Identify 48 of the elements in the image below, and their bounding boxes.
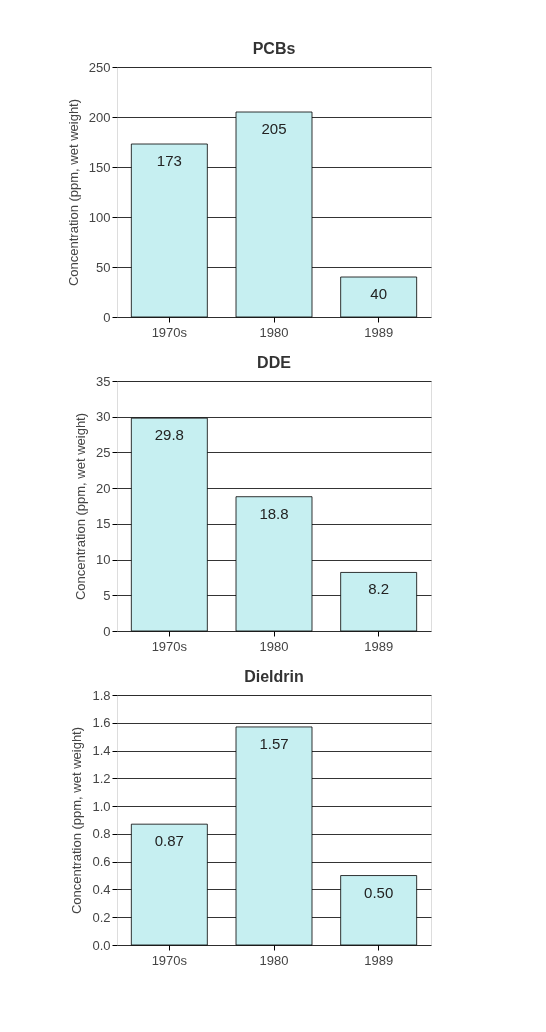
data-label: 29.8 — [154, 426, 184, 444]
x-tick-label: 1989 — [364, 638, 394, 654]
x-tick-label: 1980 — [259, 638, 289, 654]
data-label: 40 — [370, 285, 388, 302]
y-tick-label: 1.6 — [92, 715, 111, 731]
y-tick-label: 0.4 — [92, 881, 111, 897]
y-tick-label: 0.2 — [92, 909, 111, 925]
y-tick-label: 15 — [96, 516, 111, 532]
y-tick-label: 0 — [103, 623, 111, 639]
y-tick-label: 30 — [96, 409, 111, 425]
data-label: 1.57 — [259, 734, 289, 752]
y-tick-label: 1.4 — [92, 743, 111, 759]
chart-title: Dieldrin — [244, 668, 304, 685]
x-tick-label: 1980 — [259, 324, 289, 340]
y-tick-label: 0.8 — [92, 826, 111, 842]
y-axis-title: Concentration (ppm, wet weight) — [73, 412, 89, 601]
x-tick-label: 1970s — [151, 638, 188, 654]
y-tick-label: 20 — [96, 480, 111, 496]
y-tick-label: 1.0 — [92, 798, 111, 814]
y-tick-label: 5 — [103, 587, 111, 603]
y-tick-label: 150 — [88, 159, 111, 175]
y-tick-label: 0 — [103, 309, 111, 325]
y-tick-label: 250 — [88, 59, 111, 75]
data-label: 173 — [156, 152, 182, 169]
y-tick-label: 0.0 — [92, 937, 111, 953]
y-tick-label: 0.6 — [92, 854, 111, 870]
chart-title: PCBs — [252, 40, 296, 57]
y-tick-label: 200 — [88, 109, 111, 125]
data-label: 8.2 — [368, 580, 390, 598]
y-tick-label: 10 — [96, 552, 111, 568]
data-label: 0.87 — [154, 832, 184, 850]
y-tick-label: 35 — [96, 373, 111, 389]
y-axis-title: Concentration (ppm, wet weight) — [69, 726, 85, 915]
data-label: 205 — [261, 120, 287, 137]
x-tick-label: 1989 — [364, 952, 394, 968]
y-tick-label: 1.2 — [92, 770, 111, 786]
data-label: 0.50 — [364, 883, 394, 901]
chart-title: DDE — [257, 354, 292, 371]
y-tick-label: 1.8 — [92, 687, 111, 703]
x-tick-label: 1989 — [364, 324, 394, 340]
x-tick-label: 1980 — [259, 952, 289, 968]
x-tick-label: 1970s — [151, 952, 188, 968]
y-tick-label: 50 — [96, 259, 111, 275]
data-label: 18.8 — [259, 504, 289, 522]
x-tick-label: 1970s — [151, 324, 188, 340]
y-tick-label: 25 — [96, 444, 111, 460]
y-axis-title: Concentration (ppm, wet weight) — [65, 98, 81, 287]
y-tick-label: 100 — [88, 209, 111, 225]
